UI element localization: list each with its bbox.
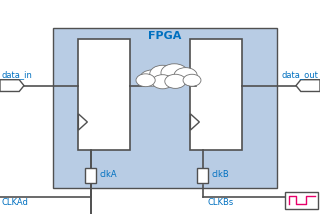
- Bar: [78, 39, 130, 150]
- Text: CLKAd: CLKAd: [2, 198, 28, 207]
- Polygon shape: [0, 80, 24, 92]
- Circle shape: [161, 64, 188, 82]
- Circle shape: [152, 75, 173, 89]
- Text: FPGA: FPGA: [148, 31, 181, 41]
- Polygon shape: [190, 114, 199, 130]
- Circle shape: [136, 74, 155, 87]
- Circle shape: [150, 65, 175, 82]
- Polygon shape: [296, 80, 320, 92]
- Text: CLKBs: CLKBs: [207, 198, 234, 207]
- Bar: [197, 168, 208, 183]
- Text: clkB: clkB: [212, 170, 229, 179]
- Text: data_in: data_in: [2, 70, 32, 79]
- Polygon shape: [78, 114, 87, 130]
- Text: data_out: data_out: [282, 70, 318, 79]
- Bar: [53, 28, 277, 188]
- Circle shape: [174, 68, 197, 83]
- Bar: [285, 192, 318, 209]
- Circle shape: [183, 74, 201, 86]
- Bar: [190, 39, 242, 150]
- Bar: [85, 168, 96, 183]
- Circle shape: [165, 74, 186, 88]
- Circle shape: [140, 70, 164, 86]
- Text: clkA: clkA: [100, 170, 117, 179]
